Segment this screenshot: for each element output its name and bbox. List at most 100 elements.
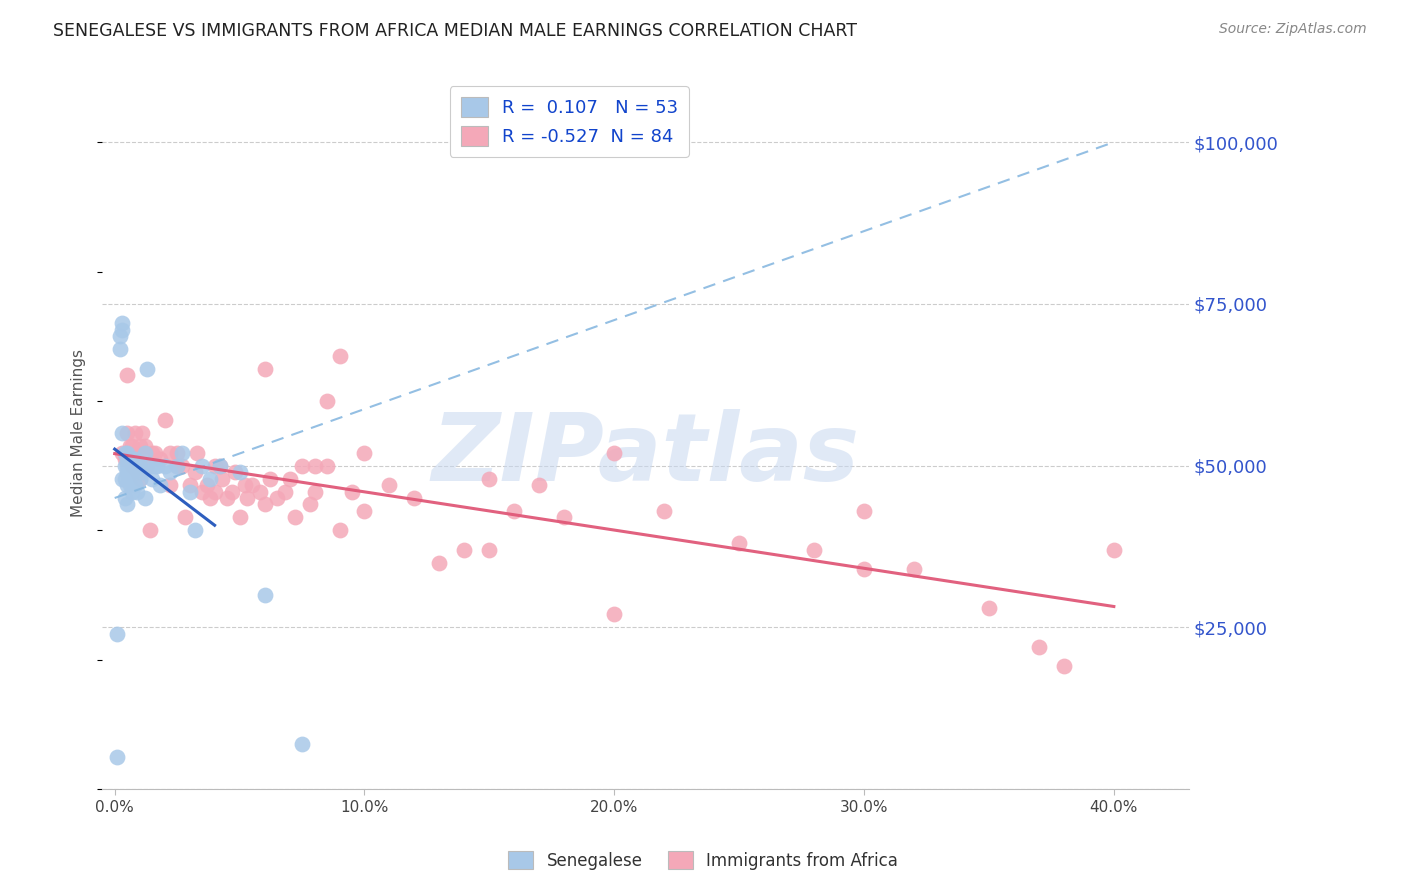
Point	[166, 458, 188, 473]
Point	[553, 510, 575, 524]
Point	[136, 458, 159, 473]
Point	[111, 316, 134, 330]
Point	[191, 458, 214, 473]
Point	[283, 510, 305, 524]
Point	[198, 491, 221, 505]
Point	[273, 484, 295, 499]
Point	[124, 478, 146, 492]
Point	[291, 737, 314, 751]
Point	[115, 465, 138, 479]
Point	[118, 478, 141, 492]
Point	[228, 465, 250, 479]
Point	[124, 426, 146, 441]
Point	[353, 446, 375, 460]
Point	[134, 491, 156, 505]
Point	[115, 498, 138, 512]
Point	[803, 542, 825, 557]
Text: SENEGALESE VS IMMIGRANTS FROM AFRICA MEDIAN MALE EARNINGS CORRELATION CHART: SENEGALESE VS IMMIGRANTS FROM AFRICA MED…	[53, 22, 858, 40]
Point	[316, 393, 339, 408]
Point	[143, 458, 166, 473]
Point	[186, 446, 208, 460]
Point	[853, 504, 876, 518]
Point	[121, 458, 143, 473]
Point	[236, 491, 259, 505]
Point	[478, 542, 501, 557]
Point	[172, 458, 194, 473]
Point	[111, 446, 134, 460]
Point	[249, 484, 271, 499]
Point	[191, 484, 214, 499]
Point	[111, 426, 134, 441]
Point	[121, 458, 143, 473]
Point	[124, 452, 146, 467]
Point	[128, 472, 150, 486]
Point	[146, 458, 169, 473]
Point	[138, 458, 160, 473]
Point	[114, 491, 136, 505]
Point	[159, 465, 181, 479]
Point	[105, 627, 128, 641]
Point	[179, 484, 201, 499]
Point	[118, 465, 141, 479]
Point	[115, 452, 138, 467]
Point	[208, 458, 231, 473]
Point	[134, 446, 156, 460]
Point	[211, 472, 233, 486]
Point	[136, 361, 159, 376]
Point	[128, 439, 150, 453]
Point	[378, 478, 401, 492]
Point	[115, 458, 138, 473]
Point	[278, 472, 301, 486]
Point	[111, 472, 134, 486]
Point	[153, 413, 176, 427]
Point	[304, 484, 326, 499]
Point	[121, 484, 143, 499]
Point	[253, 361, 276, 376]
Point	[149, 478, 172, 492]
Point	[353, 504, 375, 518]
Point	[128, 472, 150, 486]
Point	[121, 439, 143, 453]
Point	[204, 484, 226, 499]
Point	[183, 524, 205, 538]
Point	[316, 458, 339, 473]
Point	[143, 446, 166, 460]
Point	[217, 491, 239, 505]
Point	[652, 504, 675, 518]
Point	[172, 446, 194, 460]
Point	[603, 607, 626, 622]
Point	[179, 478, 201, 492]
Point	[138, 524, 160, 538]
Point	[304, 458, 326, 473]
Point	[173, 510, 195, 524]
Point	[159, 446, 181, 460]
Point	[127, 458, 149, 473]
Point	[453, 542, 475, 557]
Point	[115, 426, 138, 441]
Point	[153, 458, 176, 473]
Point	[1053, 659, 1076, 673]
Point	[108, 329, 131, 343]
Point	[195, 478, 218, 492]
Text: Source: ZipAtlas.com: Source: ZipAtlas.com	[1219, 22, 1367, 37]
Point	[124, 458, 146, 473]
Point	[127, 484, 149, 499]
Point	[114, 452, 136, 467]
Point	[221, 484, 243, 499]
Point	[1102, 542, 1125, 557]
Legend: Senegalese, Immigrants from Africa: Senegalese, Immigrants from Africa	[502, 845, 904, 877]
Point	[298, 498, 321, 512]
Point	[228, 510, 250, 524]
Point	[105, 749, 128, 764]
Y-axis label: Median Male Earnings: Median Male Earnings	[72, 350, 86, 517]
Point	[853, 562, 876, 576]
Point	[198, 472, 221, 486]
Point	[166, 446, 188, 460]
Point	[529, 478, 551, 492]
Point	[115, 446, 138, 460]
Point	[115, 368, 138, 382]
Point	[291, 458, 314, 473]
Point	[114, 446, 136, 460]
Point	[141, 472, 163, 486]
Point	[478, 472, 501, 486]
